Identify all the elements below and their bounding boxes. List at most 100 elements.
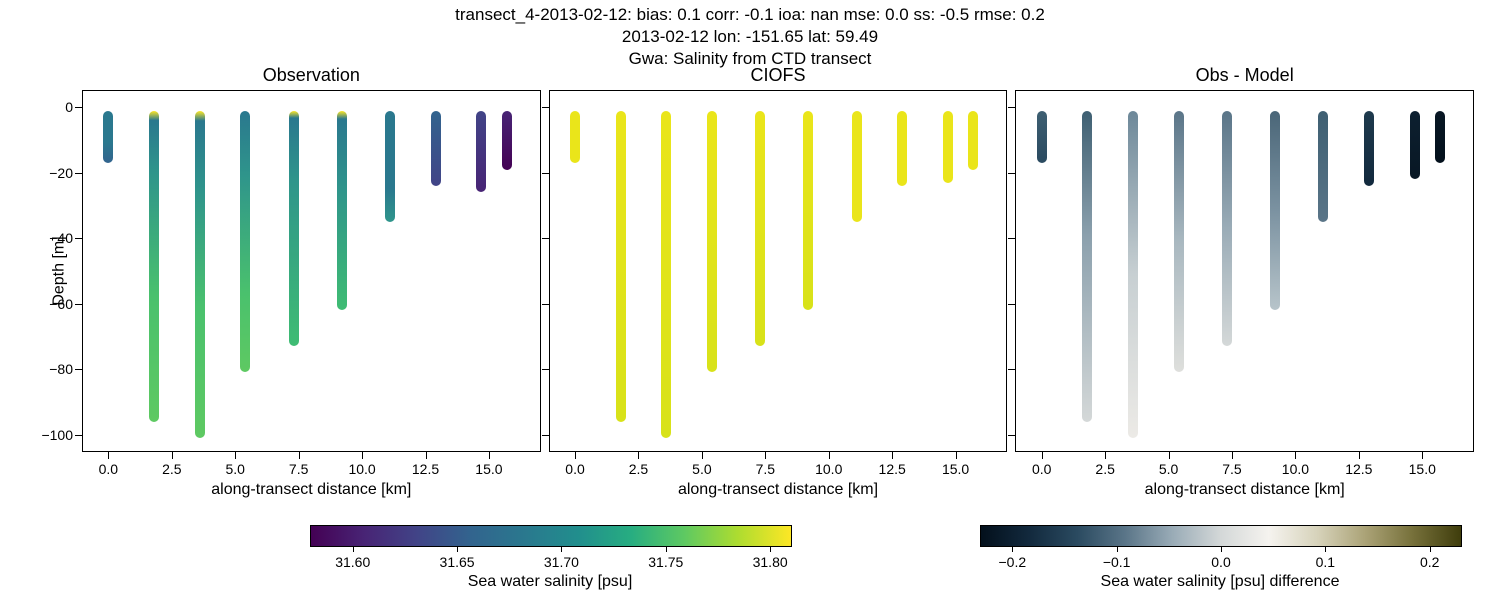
profile-marker <box>1128 111 1138 438</box>
y-tick <box>75 107 83 108</box>
profile-marker <box>661 111 671 438</box>
x-tick-label: 7.5 <box>289 461 308 477</box>
x-tick-label: 12.5 <box>1345 461 1372 477</box>
profile-marker <box>289 111 299 347</box>
profile-marker <box>337 111 347 311</box>
profile-marker <box>852 111 862 222</box>
x-tick <box>829 451 830 459</box>
panel-title: CIOFS <box>550 65 1007 86</box>
profile-marker <box>897 111 907 186</box>
x-tick-label: 10.0 <box>348 461 375 477</box>
y-tick <box>1008 238 1016 239</box>
profile-marker <box>149 111 159 422</box>
colorbar-tick <box>353 546 354 552</box>
x-tick <box>172 451 173 459</box>
panel-0: ObservationDepth [m]0−20−40−60−80−1000.0… <box>82 90 541 452</box>
x-tick <box>235 451 236 459</box>
y-tick <box>75 369 83 370</box>
x-tick-label: 2.5 <box>629 461 648 477</box>
x-tick <box>426 451 427 459</box>
profile-marker <box>103 111 113 163</box>
x-tick-label: 2.5 <box>162 461 181 477</box>
profile-marker <box>1037 111 1047 163</box>
profile-marker <box>476 111 486 193</box>
profile-marker <box>240 111 250 373</box>
profile-marker <box>803 111 813 311</box>
y-tick <box>1008 304 1016 305</box>
colorbar-tick <box>1325 546 1326 552</box>
x-tick <box>1295 451 1296 459</box>
y-tick <box>75 304 83 305</box>
colorbar-tick <box>561 546 562 552</box>
x-tick-label: 0.0 <box>99 461 118 477</box>
panel-title: Observation <box>83 65 540 86</box>
colorbar-tick-label: 0.2 <box>1420 554 1439 570</box>
profile-marker <box>502 111 512 170</box>
y-tick-label: −20 <box>49 165 73 181</box>
x-axis-label: along-transect distance [km] <box>83 481 540 499</box>
x-tick-label: 15.0 <box>1409 461 1436 477</box>
x-tick <box>1169 451 1170 459</box>
x-tick <box>892 451 893 459</box>
x-tick-label: 7.5 <box>1222 461 1241 477</box>
profile-marker <box>616 111 626 422</box>
x-tick-label: 12.5 <box>412 461 439 477</box>
x-tick-label: 12.5 <box>879 461 906 477</box>
profile-marker <box>385 111 395 222</box>
x-tick <box>575 451 576 459</box>
x-tick-label: 15.0 <box>475 461 502 477</box>
y-tick <box>75 238 83 239</box>
x-tick <box>108 451 109 459</box>
y-tick <box>1008 173 1016 174</box>
profile-marker <box>195 111 205 438</box>
figure-title: transect_4-2013-02-12: bias: 0.1 corr: -… <box>0 0 1500 70</box>
colorbar-salinity: 31.6031.6531.7031.7531.80 <box>310 525 792 547</box>
y-tick <box>1008 107 1016 108</box>
x-tick <box>299 451 300 459</box>
x-tick-label: 10.0 <box>815 461 842 477</box>
x-axis-label: along-transect distance [km] <box>550 481 1007 499</box>
colorbar-difference: −0.2−0.10.00.10.2 <box>980 525 1462 547</box>
x-tick-label: 7.5 <box>756 461 775 477</box>
y-tick <box>542 238 550 239</box>
x-tick <box>702 451 703 459</box>
title-line-1: transect_4-2013-02-12: bias: 0.1 corr: -… <box>0 4 1500 26</box>
x-tick <box>1232 451 1233 459</box>
profile-marker <box>943 111 953 183</box>
panel-2: Obs - Model0.02.55.07.510.012.515.0along… <box>1015 90 1474 452</box>
profile-marker <box>570 111 580 163</box>
title-line-2: 2013-02-12 lon: -151.65 lat: 59.49 <box>0 26 1500 48</box>
colorbar-tick <box>666 546 667 552</box>
x-tick-label: 5.0 <box>692 461 711 477</box>
y-tick <box>542 304 550 305</box>
colorbar-tick-label: −0.2 <box>998 554 1026 570</box>
colorbar-tick-label: 0.0 <box>1211 554 1230 570</box>
y-tick <box>75 435 83 436</box>
x-tick <box>1359 451 1360 459</box>
colorbar-tick <box>770 546 771 552</box>
colorbar-tick <box>1117 546 1118 552</box>
x-axis-label: along-transect distance [km] <box>1016 481 1473 499</box>
x-tick <box>1105 451 1106 459</box>
y-tick <box>542 173 550 174</box>
colorbar-tick <box>1430 546 1431 552</box>
colorbars-area: 31.6031.6531.7031.7531.80Sea water salin… <box>0 525 1500 595</box>
colorbar-tick-label: 31.80 <box>753 554 788 570</box>
y-tick <box>1008 435 1016 436</box>
x-tick <box>765 451 766 459</box>
profile-marker <box>1364 111 1374 186</box>
profile-marker <box>1270 111 1280 311</box>
y-tick <box>542 107 550 108</box>
y-tick <box>542 369 550 370</box>
colorbar-tick-label: 31.60 <box>335 554 370 570</box>
profile-marker <box>1222 111 1232 347</box>
y-tick-label: −80 <box>49 361 73 377</box>
colorbar-tick-label: 0.1 <box>1316 554 1335 570</box>
y-tick <box>75 173 83 174</box>
panel-title: Obs - Model <box>1016 65 1473 86</box>
colorbar-tick <box>1221 546 1222 552</box>
y-tick-label: −40 <box>49 230 73 246</box>
x-tick <box>362 451 363 459</box>
y-tick <box>542 435 550 436</box>
profile-marker <box>1082 111 1092 422</box>
